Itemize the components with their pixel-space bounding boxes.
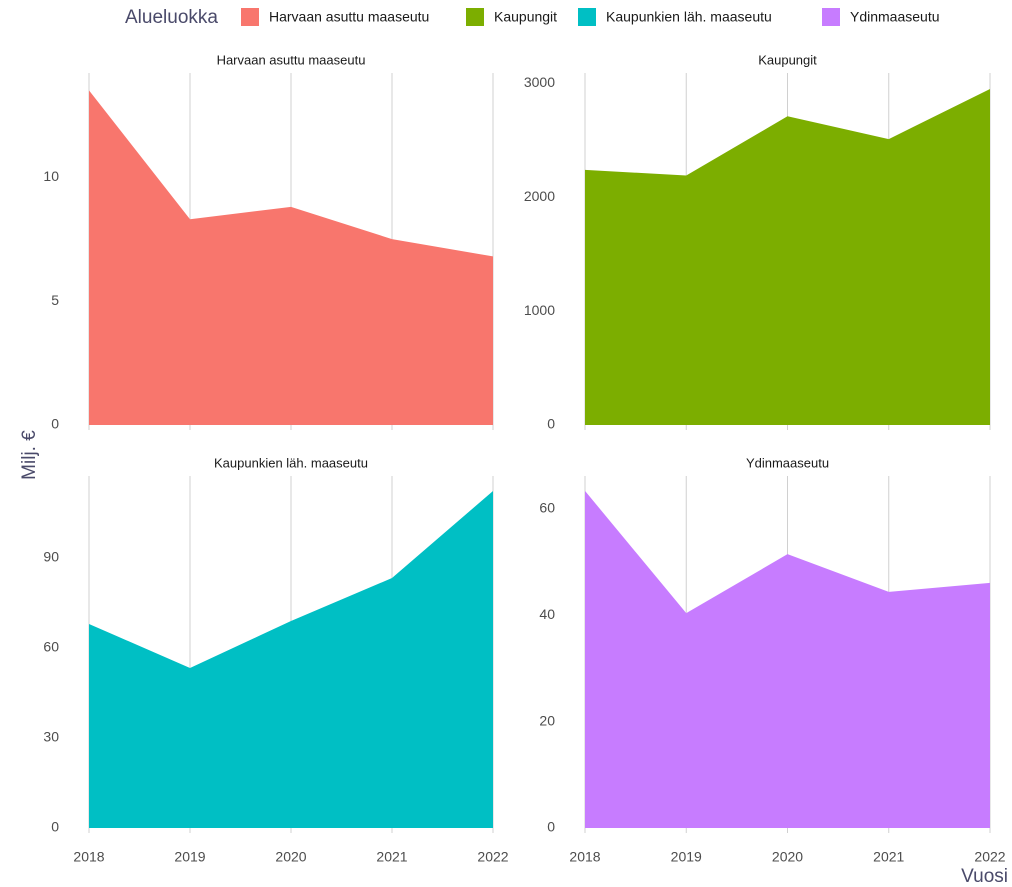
y-tick-label: 5	[51, 292, 59, 308]
area	[89, 90, 493, 425]
x-tick-label: 2021	[376, 849, 407, 865]
y-tick-label: 1000	[524, 302, 555, 318]
legend-label: Harvaan asuttu maaseutu	[269, 9, 429, 25]
area	[585, 88, 990, 426]
x-tick-label: 2018	[569, 849, 600, 865]
panel-title: Kaupunkien läh. maaseutu	[214, 455, 368, 470]
y-tick-label: 60	[43, 639, 59, 655]
y-axis-label: Milj. €	[19, 430, 40, 480]
legend-label: Kaupungit	[494, 9, 557, 25]
x-axis-label: Vuosi	[961, 866, 1008, 887]
y-tick-label: 10	[43, 168, 59, 184]
panel-title: Kaupungit	[758, 52, 817, 67]
y-tick-label: 2000	[524, 188, 555, 204]
legend-swatch	[822, 8, 840, 26]
legend-swatch	[241, 8, 259, 26]
x-tick-label: 2019	[174, 849, 205, 865]
x-tick-label: 2018	[73, 849, 104, 865]
y-tick-label: 60	[539, 500, 555, 516]
y-tick-label: 0	[547, 416, 555, 432]
x-tick-label: 2022	[974, 849, 1005, 865]
legend-swatch	[578, 8, 596, 26]
y-tick-label: 20	[539, 712, 555, 728]
panel-title: Ydinmaaseutu	[746, 455, 829, 470]
area	[89, 491, 493, 828]
y-tick-label: 90	[43, 549, 59, 565]
y-tick-label: 0	[51, 416, 59, 432]
x-tick-label: 2020	[772, 849, 803, 865]
x-tick-label: 2022	[477, 849, 508, 865]
legend-label: Ydinmaaseutu	[850, 9, 940, 25]
y-tick-label: 0	[51, 819, 59, 835]
legend-swatch	[466, 8, 484, 26]
y-tick-label: 30	[43, 729, 59, 745]
legend-title: Alueluokka	[125, 7, 218, 28]
legend-label: Kaupunkien läh. maaseutu	[606, 9, 772, 25]
x-tick-label: 2019	[671, 849, 702, 865]
x-tick-label: 2021	[873, 849, 904, 865]
y-tick-label: 3000	[524, 74, 555, 90]
panel-title: Harvaan asuttu maaseutu	[217, 52, 366, 67]
y-tick-label: 40	[539, 606, 555, 622]
x-tick-label: 2020	[275, 849, 306, 865]
y-tick-label: 0	[547, 819, 555, 835]
area	[585, 490, 990, 828]
